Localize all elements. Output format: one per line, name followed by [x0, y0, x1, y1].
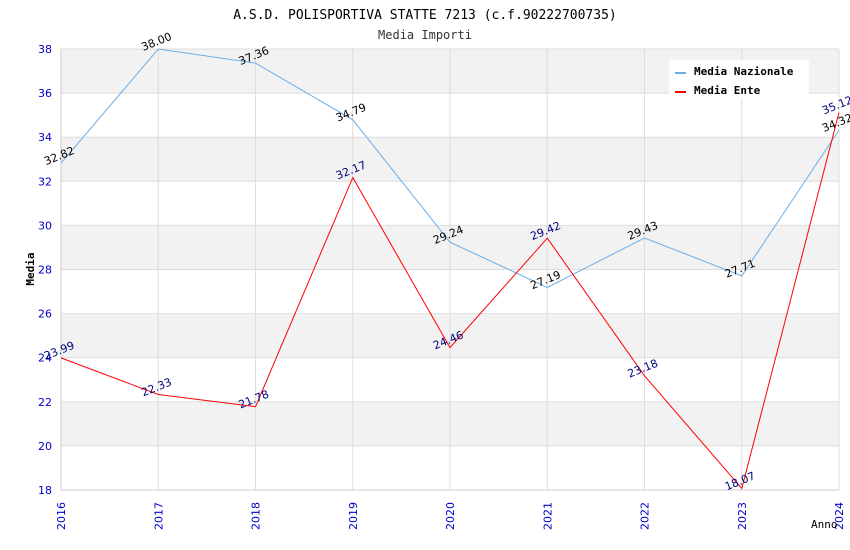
series-line-media-nazionale: [60, 48, 840, 288]
series-lines: [60, 48, 840, 490]
y-tick-label: 26: [38, 308, 52, 321]
y-tick-label: 34: [38, 131, 52, 144]
y-axis-label: Media: [24, 252, 37, 285]
chart-subtitle: Media Importi: [378, 28, 472, 42]
y-tick-labels: 18 20 22 24 26 28 30 32 34 36 38: [38, 43, 52, 497]
legend-box: [669, 60, 809, 98]
data-label-media-nazionale: 34.79: [334, 101, 368, 125]
x-tick-label: 2017: [152, 502, 165, 530]
data-label-media-nazionale: 27.19: [529, 268, 563, 292]
legend: Media Nazionale Media Ente: [669, 60, 809, 98]
y-tick-label: 38: [38, 43, 52, 56]
y-tick-label: 22: [38, 396, 52, 409]
x-tick-label: 2016: [55, 502, 68, 530]
y-tick-label: 18: [38, 484, 52, 497]
x-axis-label: Anno: [811, 518, 838, 531]
x-tick-label: 2020: [444, 502, 457, 530]
x-tick-label: 2022: [639, 502, 652, 530]
chart-title: A.S.D. POLISPORTIVA STATTE 7213 (c.f.902…: [233, 8, 617, 23]
x-tick-label: 2019: [347, 502, 360, 530]
y-tick-label: 28: [38, 264, 52, 277]
legend-label-media-nazionale: Media Nazionale: [694, 65, 794, 78]
data-label-media-ente: 23.18: [626, 357, 660, 381]
axes: [60, 49, 839, 491]
y-tick-label: 32: [38, 175, 52, 188]
y-tick-label: 30: [38, 219, 52, 232]
y-tick-label: 36: [38, 87, 52, 100]
y-tick-label: 24: [38, 352, 52, 365]
data-label-media-ente: 23.99: [42, 339, 76, 363]
x-tick-label: 2018: [250, 502, 263, 530]
legend-label-media-ente: Media Ente: [694, 84, 761, 97]
series-line-media-ente: [60, 112, 840, 490]
x-tick-labels: 2016 2017 2018 2019 2020 2021 2022 2023 2024: [55, 502, 846, 530]
y-tick-label: 20: [38, 440, 52, 453]
x-tick-label: 2021: [541, 502, 554, 530]
x-tick-label: 2023: [736, 502, 749, 530]
x-tick-label: 2024: [833, 502, 846, 530]
